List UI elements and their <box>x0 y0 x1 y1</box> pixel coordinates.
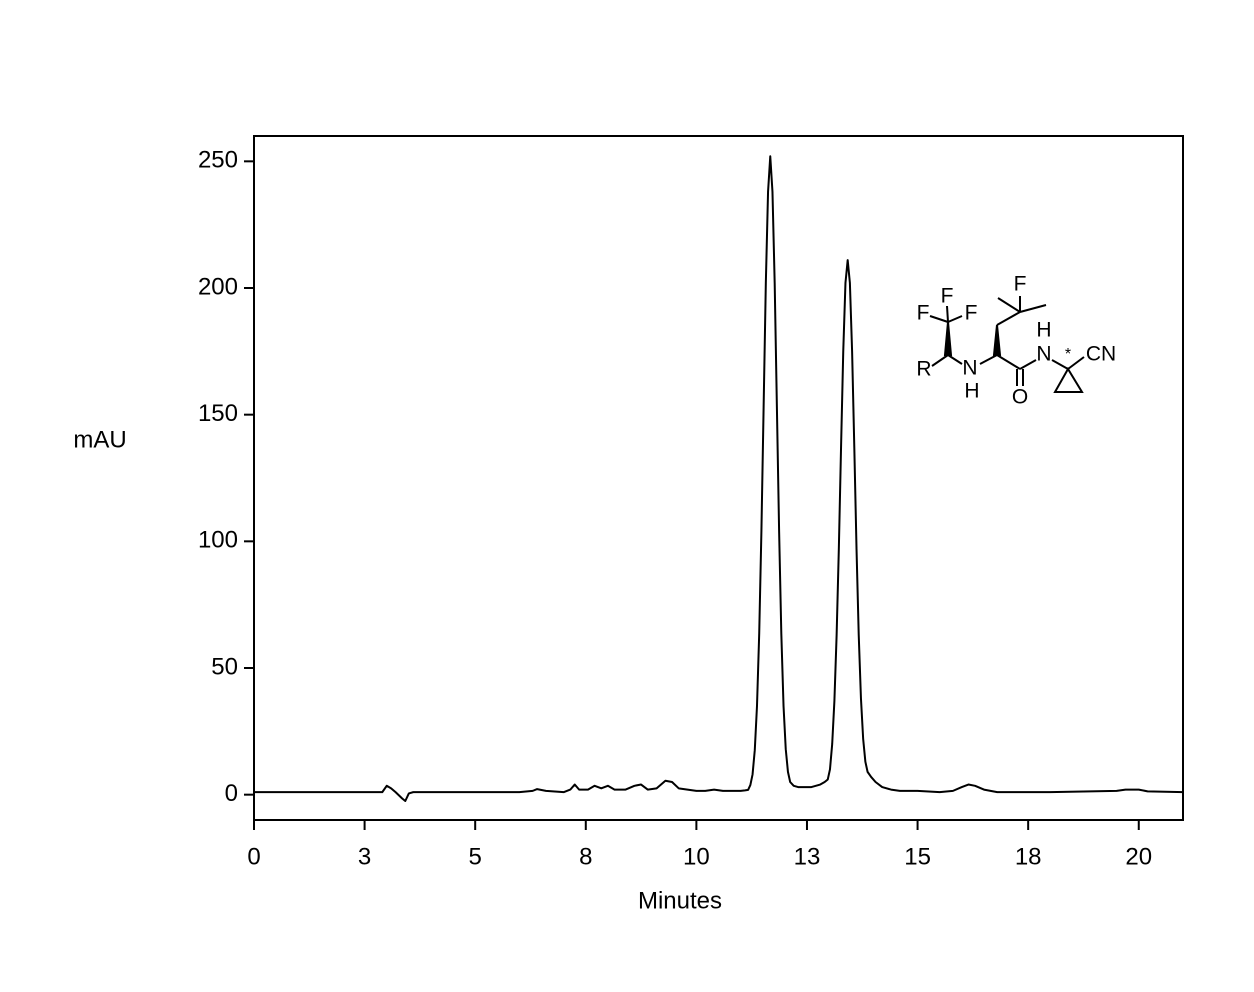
atom-label: N <box>962 357 977 380</box>
structure <box>929 296 1085 393</box>
y-tick-label: 100 <box>198 527 238 554</box>
atom-label: CN <box>1086 343 1116 366</box>
atom-label: H <box>1036 319 1051 342</box>
bond <box>996 311 1021 326</box>
bond <box>997 297 1021 313</box>
bond <box>1019 359 1037 370</box>
x-tick-label: 5 <box>469 843 482 870</box>
structure-labels: F F F R N H O H N * CN F <box>916 273 1116 409</box>
atom-label: F <box>917 302 930 325</box>
y-tick-label: 250 <box>198 147 238 174</box>
bond <box>946 305 949 323</box>
trace <box>254 155 1184 802</box>
bond <box>996 354 1021 370</box>
bond <box>947 315 963 323</box>
x-axis-label: Minutes <box>638 887 722 914</box>
atom-label: F <box>965 302 978 325</box>
x-tick-label: 15 <box>904 843 931 870</box>
bond <box>947 354 963 365</box>
y-tick-label: 0 <box>225 780 238 807</box>
atom-label: N <box>1036 343 1051 366</box>
x-tick-label: 8 <box>579 843 592 870</box>
atom-label: H <box>964 380 979 403</box>
x-tick-label: 0 <box>247 843 260 870</box>
x-tick-label: 3 <box>358 843 371 870</box>
bond <box>929 315 949 323</box>
atom-label: F <box>941 285 954 308</box>
y-tick-label: 200 <box>198 273 238 300</box>
bond <box>1019 304 1047 313</box>
bond <box>1051 359 1069 370</box>
y-tick-label: 150 <box>198 400 238 427</box>
atom-label: * <box>1065 346 1071 363</box>
x-tick-label: 13 <box>794 843 821 870</box>
x-tick-label: 18 <box>1015 843 1042 870</box>
atom-label: F <box>1014 273 1027 296</box>
plot-frame <box>253 135 1184 821</box>
bond <box>931 354 949 367</box>
x-tick-label: 10 <box>683 843 710 870</box>
bond <box>1067 356 1085 370</box>
bond <box>979 354 998 365</box>
cyclopropane <box>1053 367 1084 393</box>
y-tick-label: 50 <box>211 653 238 680</box>
atom-label: R <box>916 358 931 381</box>
atom-label: O <box>1012 386 1028 409</box>
y-axis-label: mAU <box>73 426 126 453</box>
x-tick-label: 20 <box>1125 843 1152 870</box>
